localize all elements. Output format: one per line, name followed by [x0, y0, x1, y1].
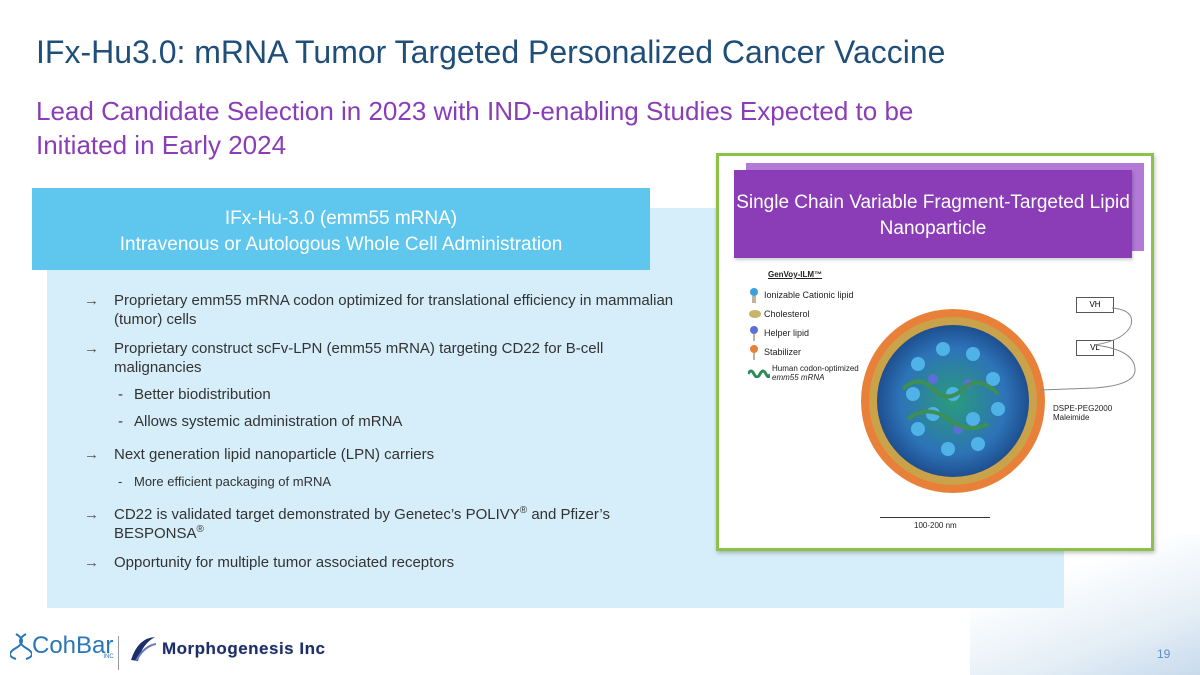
sub-bullet-item: - More efficient packaging of mRNA: [84, 472, 694, 491]
sub-bullet-text: Allows systemic administration of mRNA: [134, 413, 403, 430]
vaccine-header: IFx-Hu-3.0 (emm55 mRNA) Intravenous or A…: [32, 188, 650, 270]
bullet-text: CD22 is validated target demonstrated by…: [114, 505, 694, 543]
bullet-item: → CD22 is validated target demonstrated …: [84, 505, 694, 543]
bullet-text: Proprietary emm55 mRNA codon optimized f…: [114, 292, 674, 328]
bullet-text: Proprietary construct scFv-LPN (emm55 mR…: [114, 340, 604, 376]
scale-bar: [880, 517, 990, 518]
sub-bullet-text: More efficient packaging of mRNA: [134, 474, 332, 489]
scfv-linker-icon: [1039, 307, 1136, 391]
mrna-icon: [748, 369, 770, 378]
scfv-header: Single Chain Variable Fragment-Targeted …: [734, 170, 1132, 258]
bullet-item: → Next generation lipid nanoparticle (LP…: [84, 445, 694, 464]
sub-bullet-item: - Better biodistribution: [84, 385, 694, 404]
arrow-icon: →: [84, 292, 99, 309]
legend-title: GenVoy-ILM™: [768, 270, 823, 279]
legend-label: Helper lipid: [764, 327, 810, 338]
bullet-text-part: and Pfizer’s BESPONSA: [114, 506, 610, 542]
vl-label: VL: [1076, 340, 1114, 356]
vaccine-header-line2: Intravenous or Autologous Whole Cell Adm…: [119, 234, 563, 255]
bullet-text: Opportunity for multiple tumor associate…: [114, 554, 455, 571]
cohbar-logo-sub: INC: [103, 654, 114, 660]
registered-mark: ®: [196, 524, 204, 535]
lipid-nanoparticle-icon: [861, 309, 1045, 493]
legend-item: Cholesterol: [748, 304, 859, 323]
vh-label: VH: [1076, 297, 1114, 313]
dna-icon: [10, 633, 32, 660]
bullet-text-part: CD22 is validated target demonstrated by…: [114, 506, 520, 523]
bullet-item: → Proprietary emm55 mRNA codon optimized…: [84, 291, 694, 329]
bullet-text: Next generation lipid nanoparticle (LPN)…: [114, 446, 435, 463]
bullet-item: → Opportunity for multiple tumor associa…: [84, 553, 694, 572]
sub-bullet-item: - Allows systemic administration of mRNA: [84, 412, 694, 431]
slide-title: IFx-Hu3.0: mRNA Tumor Targeted Personali…: [36, 34, 946, 70]
cholesterol-icon: [749, 309, 761, 318]
stabilizer-icon: [750, 344, 758, 360]
page-number: 19: [1157, 647, 1171, 661]
bullet-item: → Proprietary construct scFv-LPN (emm55 …: [84, 339, 694, 377]
legend-item: Human codon-optimized emm55 mRNA: [748, 361, 859, 385]
legend-label: Cholesterol: [764, 308, 810, 319]
morphogenesis-emblem-icon: [131, 637, 157, 662]
logo-divider: [118, 636, 119, 670]
arrow-icon: →: [84, 446, 99, 463]
morphogenesis-logo: Morphogenesis Inc: [128, 634, 325, 664]
vaccine-header-line1: IFx-Hu-3.0 (emm55 mRNA): [224, 208, 458, 229]
cationic-lipid-icon: [750, 287, 758, 303]
dash-icon: -: [118, 474, 123, 489]
sub-bullet-text: Better biodistribution: [134, 386, 271, 403]
slide-subtitle: Lead Candidate Selection in 2023 with IN…: [36, 96, 914, 160]
bullet-list: → Proprietary emm55 mRNA codon optimized…: [84, 291, 694, 582]
legend-label: Human codon-optimized emm55 mRNA: [772, 364, 859, 382]
peg-label: DSPE-PEG2000 Maleimide: [1053, 404, 1112, 422]
lipid-legend: GenVoy-ILM™ Ionizable Cationic lipid Cho…: [748, 270, 859, 385]
arrow-icon: →: [84, 506, 99, 523]
cohbar-logo-text: CohBar: [32, 632, 114, 659]
registered-mark: ®: [519, 505, 528, 516]
legend-label-line: Human codon-optimized: [772, 364, 859, 373]
cohbar-logo: CohBar INC: [10, 632, 114, 660]
legend-label: Stabilizer: [764, 346, 802, 357]
peg-label-line: Maleimide: [1053, 413, 1090, 422]
dash-icon: -: [118, 386, 123, 403]
peg-label-line: DSPE-PEG2000: [1053, 404, 1113, 413]
legend-item: Helper lipid: [748, 323, 859, 342]
legend-label-line: emm55 mRNA: [772, 373, 825, 382]
arrow-icon: →: [84, 554, 99, 571]
legend-item: Ionizable Cationic lipid: [748, 285, 859, 304]
scale-label: 100-200 nm: [914, 521, 957, 530]
legend-label: Ionizable Cationic lipid: [764, 289, 854, 300]
legend-item: Stabilizer: [748, 342, 859, 361]
dash-icon: -: [118, 413, 123, 430]
morphogenesis-logo-text: Morphogenesis Inc: [162, 639, 326, 658]
arrow-icon: →: [84, 340, 99, 357]
helper-lipid-icon: [750, 325, 758, 341]
